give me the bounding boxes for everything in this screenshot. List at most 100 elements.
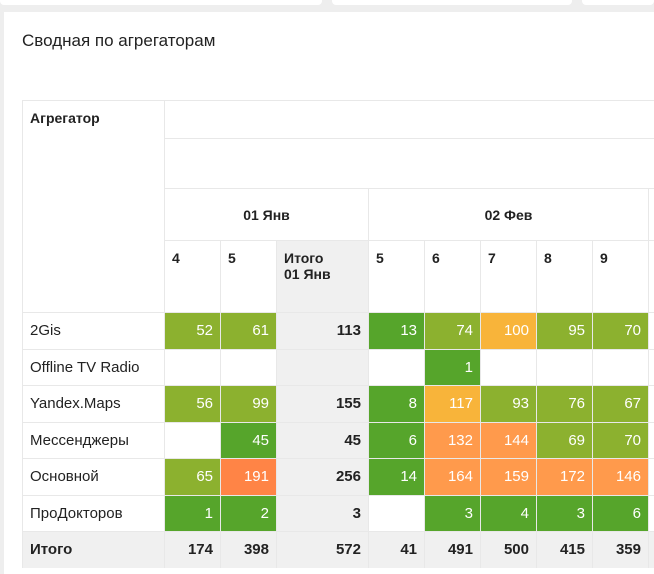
value-cell: 70 [592,421,649,459]
card [0,0,322,5]
data-row: Мессенджеры 45 45 6 132 144 69 70 [22,421,654,459]
row-label: 2Gis [22,312,165,350]
value-cell: 155 [276,385,369,423]
group-label [647,188,654,241]
value-cell: 45 [220,421,277,459]
value-cell: 65 [164,458,221,496]
row-label: Основной [22,458,165,496]
row-label: Offline TV Radio [22,348,165,386]
value-cell: 113 [276,312,369,350]
value-cell: 1 [164,494,221,532]
value-cell: 3 [536,494,593,532]
data-row: Yandex.Maps 56 99 155 8 117 93 76 67 [22,385,654,423]
column-label: 8 [536,240,593,313]
value-cell: 61 [220,312,277,350]
column-label: 5 [368,240,425,313]
row-label: Итого [22,531,165,568]
row-label: Мессенджеры [22,421,165,459]
value-cell: 4 [480,494,537,532]
total-column-text: Итого 01 Янв [284,250,331,282]
value-cell [647,458,654,496]
data-row: ПроДокторов 1 2 3 3 4 3 6 [22,494,654,532]
value-cell: 69 [536,421,593,459]
group-label: 01 Янв [164,188,369,241]
value-cell: 1 [424,348,481,386]
value-cell: 117 [424,385,481,423]
value-cell: 52 [164,312,221,350]
value-cell: 76 [536,385,593,423]
value-cell: 191 [220,458,277,496]
column-label [647,240,654,313]
value-cell [592,348,649,386]
data-row: Offline TV Radio 1 [22,348,654,386]
value-cell: 8 [368,385,425,423]
value-cell: 256 [276,458,369,496]
value-cell [368,494,425,532]
table-wrap: Агрегатор 01 Янв 02 Фев 4 5 Итого 01 Янв 5 6 7 8 9… [22,100,654,568]
value-cell [647,531,654,568]
title: Сводная по агрегаторам [22,31,216,50]
value-cell: 398 [220,531,277,568]
value-cell [220,348,277,386]
value-cell: 99 [220,385,277,423]
card [582,0,654,5]
value-cell: 146 [592,458,649,496]
value-cell: 3 [424,494,481,532]
card [332,0,572,5]
summary-table: Агрегатор 01 Янв 02 Фев 4 5 Итого 01 Янв 5 6 7 8 9… [22,100,654,568]
value-cell [480,348,537,386]
value-cell: 56 [164,385,221,423]
value-cell: 14 [368,458,425,496]
value-cell: 45 [276,421,369,459]
value-cell: 3 [276,494,369,532]
value-cell: 41 [368,531,425,568]
value-cell: 359 [592,531,649,568]
value-cell: 100 [480,312,537,350]
value-cell: 144 [480,421,537,459]
value-cell [368,348,425,386]
header-row [23,138,654,189]
value-cell [647,385,654,423]
value-cell: 491 [424,531,481,568]
data-row: 2Gis 52 61 113 13 74 100 95 70 [22,312,654,350]
column-label: 6 [424,240,481,313]
value-cell [164,348,221,386]
value-cell: 172 [536,458,593,496]
value-cell [536,348,593,386]
row-label: ПроДокторов [22,494,165,532]
value-cell: 2 [220,494,277,532]
column-label: 5 [220,240,277,313]
header-cell [163,138,654,189]
header-row: 4 5 Итого 01 Янв 5 6 7 8 9 [23,240,654,313]
total-column-label: Итого 01 Янв [276,240,369,313]
value-cell [647,312,654,350]
value-cell: 70 [592,312,649,350]
column-label: 7 [480,240,537,313]
value-cell: 95 [536,312,593,350]
header-cell [163,100,654,139]
value-cell: 415 [536,531,593,568]
column-label: 4 [164,240,221,313]
value-cell: 159 [480,458,537,496]
value-cell: 13 [368,312,425,350]
value-cell: 174 [164,531,221,568]
value-cell: 500 [480,531,537,568]
value-cell: 164 [424,458,481,496]
value-cell: 572 [276,531,369,568]
value-cell [647,348,654,386]
value-cell: 67 [592,385,649,423]
data-row: Основной 65 191 256 14 164 159 172 146 [22,458,654,496]
value-cell: 132 [424,421,481,459]
value-cell [647,494,654,532]
header-cell: Агрегатор [22,100,165,313]
value-cell: 6 [592,494,649,532]
value-cell [276,348,369,386]
group-label: 02 Фев [368,188,649,241]
value-cell [164,421,221,459]
header-row: Агрегатор [22,100,654,313]
value-cell: 74 [424,312,481,350]
value-cell: 6 [368,421,425,459]
value-cell: 93 [480,385,537,423]
column-label: 9 [592,240,649,313]
